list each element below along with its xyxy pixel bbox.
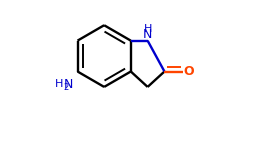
Text: O: O [184, 65, 194, 78]
Text: H: H [143, 24, 152, 34]
Text: N: N [64, 78, 73, 91]
Text: 2: 2 [63, 83, 69, 92]
Text: H: H [55, 79, 63, 89]
Text: N: N [143, 28, 152, 41]
